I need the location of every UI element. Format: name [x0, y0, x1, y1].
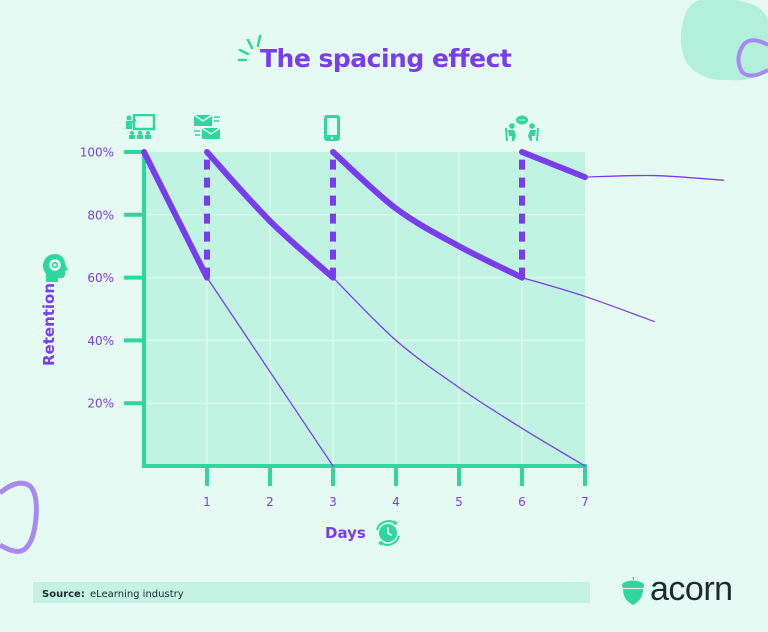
source-label: Source: [42, 589, 85, 600]
y-tick-label: 100% [80, 146, 114, 160]
retention-curve [519, 149, 588, 181]
retention-curve [330, 149, 525, 281]
decor-outline-top-right [736, 38, 768, 78]
email-icon [193, 114, 221, 139]
forgetting-curve [206, 276, 334, 467]
clock-cycle-icon [376, 520, 400, 546]
sparkle-icon [237, 34, 262, 62]
plot-area [144, 152, 585, 466]
x-tick-label: 6 [518, 495, 526, 509]
source-bar: Source: eLearning industry [33, 582, 590, 603]
forgetting-curve [332, 276, 586, 467]
x-tick-label: 1 [203, 495, 211, 509]
retention-curve [141, 149, 210, 281]
y-tick-label: 80% [87, 208, 114, 222]
x-tick-label: 2 [266, 495, 274, 509]
discussion-icon [505, 115, 539, 142]
x-tick-label: 3 [329, 495, 337, 509]
retention-curve [204, 149, 336, 281]
logo-text: acorn [650, 570, 733, 608]
smartphone-icon [324, 115, 340, 141]
decor-outline-bottom-left [0, 480, 39, 554]
chart-title: The spacing effect [260, 44, 512, 73]
head-gear-icon [43, 254, 68, 282]
y-axis-title: Retention [40, 282, 58, 366]
acorn-icon [622, 577, 644, 605]
y-tick-label: 40% [87, 334, 114, 348]
y-tick-label: 20% [87, 397, 114, 411]
x-tick-label: 7 [581, 495, 589, 509]
x-axis-title: Days [325, 524, 366, 542]
forgetting-curve [521, 276, 655, 323]
presentation-icon [126, 114, 156, 139]
x-tick-label: 4 [392, 495, 400, 509]
decor-blob-top-right [680, 0, 768, 81]
source-text: eLearning industry [89, 589, 184, 600]
y-tick-label: 60% [87, 271, 114, 285]
forgetting-curve [584, 174, 725, 181]
x-tick-label: 5 [455, 495, 463, 509]
